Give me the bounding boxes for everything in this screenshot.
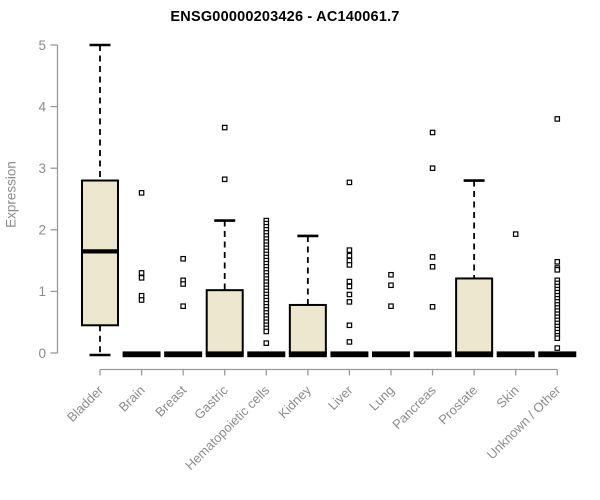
outlier-point: [554, 267, 561, 273]
outlier-point: [346, 291, 353, 298]
outlier-point: [346, 283, 353, 290]
x-axis-label: Liver: [325, 382, 356, 413]
outlier-point: [138, 275, 145, 281]
outlier-point: [221, 124, 228, 131]
outlier-point: [554, 116, 561, 122]
outlier-point: [346, 252, 353, 259]
outlier-point: [429, 263, 436, 270]
outlier-point: [180, 255, 186, 262]
chart-title: ENSG00000203426 - AC140061.7: [170, 9, 400, 25]
y-axis-tick-label: 1: [38, 284, 46, 299]
median-bar: [455, 351, 494, 358]
outlier-point: [138, 190, 145, 196]
x-axis-label: Kidney: [275, 382, 314, 421]
outlier-point: [429, 129, 436, 136]
outlier-point: [512, 231, 519, 237]
box: [455, 277, 494, 354]
outlier-point: [388, 303, 394, 309]
outlier-point: [221, 176, 228, 183]
outlier-point: [138, 297, 145, 303]
x-axis-label: Prostate: [435, 383, 480, 428]
outlier-point: [346, 262, 353, 268]
outlier-point: [263, 328, 270, 335]
outlier-point: [346, 322, 353, 329]
y-axis-tick-label: 3: [38, 161, 46, 176]
outlier-point: [346, 299, 353, 305]
outlier-point: [138, 270, 145, 276]
y-axis-tick-label: 5: [38, 38, 46, 53]
outlier-point: [346, 247, 353, 253]
outlier-point: [346, 179, 353, 186]
median-bar: [371, 351, 410, 358]
x-axis-label: Bladder: [64, 382, 107, 425]
median-bar: [247, 351, 286, 358]
outlier-point: [263, 340, 270, 346]
outlier-point: [388, 282, 394, 289]
y-axis-tick-label: 4: [38, 99, 46, 114]
x-axis-label: Unknown / Other: [484, 382, 564, 462]
x-axis-label: Gastric: [191, 382, 231, 422]
median-bar: [205, 351, 244, 358]
x-axis-label: Pancreas: [389, 382, 439, 432]
y-axis-title: Expression: [3, 161, 19, 228]
outlier-point: [554, 345, 561, 351]
outlier-point: [180, 281, 186, 287]
median-bar: [413, 351, 452, 358]
y-axis-tick-label: 0: [38, 346, 46, 361]
median-bar: [330, 351, 369, 358]
outlier-point: [429, 165, 436, 172]
box: [288, 303, 327, 354]
x-axis-label: Lung: [366, 383, 397, 414]
outlier-point: [429, 254, 436, 260]
median-bar: [122, 351, 161, 358]
outlier-point: [429, 304, 436, 310]
outlier-point: [180, 303, 186, 309]
median-bar: [288, 351, 327, 358]
box: [205, 289, 244, 354]
median-bar: [496, 351, 535, 358]
x-axis-label: Breast: [152, 382, 189, 419]
outlier-point: [388, 271, 394, 278]
outlier-point: [554, 259, 561, 265]
outlier-point: [554, 335, 561, 342]
outlier-point: [346, 339, 353, 345]
y-axis-tick-label: 2: [38, 223, 46, 238]
x-axis-label: Brain: [116, 383, 148, 415]
median-bar: [164, 351, 203, 358]
median-bar: [538, 351, 577, 358]
x-axis-label: Skin: [493, 383, 521, 411]
outlier-point: [346, 278, 353, 285]
